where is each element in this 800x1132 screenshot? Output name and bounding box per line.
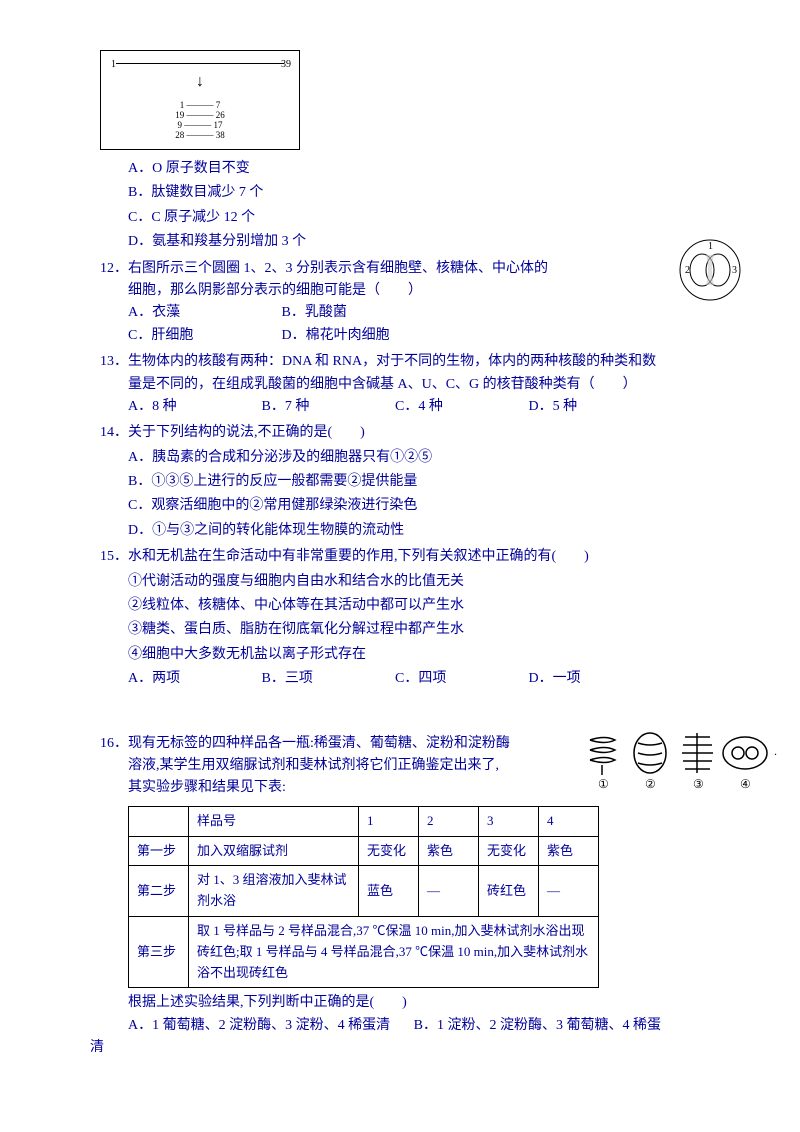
- q15-num: 15．: [100, 549, 128, 564]
- venn-diagram: 2 1 3: [660, 235, 760, 305]
- q15-options: A．两项 B．三项 C．四项 D．一项: [128, 668, 700, 690]
- q13-options: A．8 种 B．7 种 C．4 种 D．5 种: [128, 396, 700, 418]
- q12-num: 12．: [100, 261, 128, 276]
- arrow-down-icon: ↓: [196, 69, 204, 95]
- table-row-1: 第一步 加入双缩脲试剂 无变化 紫色 无变化 紫色: [129, 836, 599, 866]
- q15-opt-c: C．四项: [395, 668, 525, 690]
- q16-opt-a: A．1 葡萄糖、2 淀粉酶、3 淀粉、4 稀蛋清: [128, 1018, 390, 1033]
- q14-num: 14．: [100, 425, 128, 440]
- q15-s2: ②线粒体、核糖体、中心体等在其活动中都可以产生水: [128, 595, 700, 617]
- th-1: 1: [359, 806, 419, 836]
- q14-opt-b: B．①③⑤上进行的反应一般都需要②提供能量: [128, 471, 700, 493]
- q12-text-cont: 细胞，那么阴影部分表示的细胞可能是（ ）: [128, 280, 700, 302]
- diagram-label-1: 1: [111, 57, 116, 73]
- th-blank: [129, 806, 189, 836]
- q14-text: 关于下列结构的说法,不正确的是( ): [128, 425, 365, 440]
- diagram-bottom-lines: 1 ——— 7 19 ——— 26 9 ——— 17 28 ——— 38: [141, 101, 259, 141]
- q16-post: 根据上述实验结果,下列判断中正确的是( ): [128, 992, 700, 1014]
- r2c2: 对 1、3 组溶液加入斐林试剂水浴: [189, 866, 359, 917]
- q11-option-d: D．氨基和羧基分别增加 3 个: [128, 231, 700, 253]
- q11-option-c: C．C 原子减少 12 个: [128, 207, 700, 229]
- q15-opt-b: B．三项: [262, 668, 392, 690]
- q13-num: 13．: [100, 354, 128, 369]
- th-2: 2: [419, 806, 479, 836]
- q12-opt-b: B．乳酸菌: [282, 305, 347, 320]
- org-label-2: ②: [645, 777, 656, 791]
- r1c1: 第一步: [129, 836, 189, 866]
- peptide-diagram: 1 39 ↓ 1 ——— 7 19 ——— 26 9 ——— 17 28 ———…: [100, 50, 300, 150]
- q12-options-row2: C．肝细胞 D．棉花叶肉细胞: [128, 325, 700, 347]
- r2c4: —: [419, 866, 479, 917]
- q15-text: 水和无机盐在生命活动中有非常重要的作用,下列有关叙述中正确的有( ): [128, 549, 589, 564]
- org-label-3: ③: [693, 777, 704, 791]
- venn-label-2: 2: [685, 265, 690, 276]
- q13-opt-a: A．8 种: [128, 396, 258, 418]
- q15-s4: ④细胞中大多数无机盐以离子形式存在: [128, 644, 700, 666]
- r1c4: 紫色: [419, 836, 479, 866]
- q12-text: 右图所示三个圆圈 1、2、3 分别表示含有细胞壁、核糖体、中心体的: [128, 261, 548, 276]
- q13-opt-b: B．7 种: [262, 396, 392, 418]
- q11-option-b: B．肽键数目减少 7 个: [128, 182, 700, 204]
- q15-s1: ①代谢活动的强度与细胞内自由水和结合水的比值无关: [128, 571, 700, 593]
- th-3: 3: [479, 806, 539, 836]
- r2c3: 蓝色: [359, 866, 419, 917]
- r1c6: 紫色: [539, 836, 599, 866]
- q12-opt-c: C．肝细胞: [128, 325, 278, 347]
- r1c3: 无变化: [359, 836, 419, 866]
- table-header-row: 样品号 1 2 3 4: [129, 806, 599, 836]
- org-label-4: ④: [740, 777, 751, 791]
- q15-s3: ③糖类、蛋白质、脂肪在彻底氧化分解过程中都产生水: [128, 619, 700, 641]
- q16-opt-b: B．1 淀粉、2 淀粉酶、3 葡萄糖、4 稀蛋: [414, 1018, 661, 1033]
- r3c1: 第三步: [129, 916, 189, 987]
- org-label-1: ①: [598, 777, 609, 791]
- q13-text: 生物体内的核酸有两种：DNA 和 RNA，对于不同的生物，体内的两种核酸的种类和…: [128, 354, 656, 369]
- q16-options-row: A．1 葡萄糖、2 淀粉酶、3 淀粉、4 稀蛋清 B．1 淀粉、2 淀粉酶、3 …: [128, 1015, 700, 1037]
- r2c6: —: [539, 866, 599, 917]
- r2c1: 第二步: [129, 866, 189, 917]
- r1c5: 无变化: [479, 836, 539, 866]
- q15-opt-a: A．两项: [128, 668, 258, 690]
- q11-option-a: A．O 原子数目不变: [128, 158, 700, 180]
- q13-opt-d: D．5 种: [529, 399, 578, 414]
- r2c5: 砖红色: [479, 866, 539, 917]
- table-row-2: 第二步 对 1、3 组溶液加入斐林试剂水浴 蓝色 — 砖红色 —: [129, 866, 599, 917]
- experiment-table: 样品号 1 2 3 4 第一步 加入双缩脲试剂 无变化 紫色 无变化 紫色 第二…: [128, 806, 599, 989]
- q14-opt-d: D．①与③之间的转化能体现生物膜的流动性: [128, 520, 700, 542]
- q14: 14．关于下列结构的说法,不正确的是( ) A．胰岛素的合成和分泌涉及的细胞器只…: [100, 422, 700, 542]
- th-sample: 样品号: [189, 806, 359, 836]
- th-4: 4: [539, 806, 599, 836]
- q12-opt-d: D．棉花叶肉细胞: [282, 328, 390, 343]
- q16-num: 16．: [100, 736, 128, 751]
- q14-opt-a: A．胰岛素的合成和分泌涉及的细胞器只有①②⑤: [128, 447, 700, 469]
- venn-label-3: 3: [732, 265, 737, 276]
- r3-merged: 取 1 号样品与 2 号样品混合,37 ℃保温 10 min,加入斐林试剂水浴出…: [189, 916, 599, 987]
- table-row-3: 第三步 取 1 号样品与 2 号样品混合,37 ℃保温 10 min,加入斐林试…: [129, 916, 599, 987]
- diagram-main-line: [116, 63, 284, 64]
- diagram-label-39: 39: [281, 57, 291, 73]
- q11-options: A．O 原子数目不变 B．肽键数目减少 7 个 C．C 原子减少 12 个 D．…: [128, 158, 700, 254]
- q16-last-word: 清: [90, 1037, 700, 1059]
- q12-opt-a: A．衣藻: [128, 302, 278, 324]
- q15: 15．水和无机盐在生命活动中有非常重要的作用,下列有关叙述中正确的有( ) ①代…: [100, 546, 700, 690]
- r1c2: 加入双缩脲试剂: [189, 836, 359, 866]
- q13-opt-c: C．4 种: [395, 396, 525, 418]
- q13-text-cont: 量是不同的，在组成乳酸菌的细胞中含碱基 A、U、C、G 的核苷酸种类有（ ）: [128, 374, 700, 396]
- q12: 12．右图所示三个圆圈 1、2、3 分别表示含有细胞壁、核糖体、中心体的 细胞，…: [100, 258, 700, 348]
- organelle-diagram: ① ② ③ ④ .: [580, 725, 780, 795]
- q13: 13．生物体内的核酸有两种：DNA 和 RNA，对于不同的生物，体内的两种核酸的…: [100, 351, 700, 418]
- q12-options-row1: A．衣藻 B．乳酸菌: [128, 302, 700, 324]
- venn-label-1: 1: [708, 241, 713, 252]
- q16-text: 现有无标签的四种样品各一瓶:稀蛋清、葡萄糖、淀粉和淀粉酶: [128, 736, 510, 751]
- svg-text:.: .: [774, 744, 777, 758]
- q15-opt-d: D．一项: [529, 671, 581, 686]
- q14-opt-c: C．观察活细胞中的②常用健那绿染液进行染色: [128, 495, 700, 517]
